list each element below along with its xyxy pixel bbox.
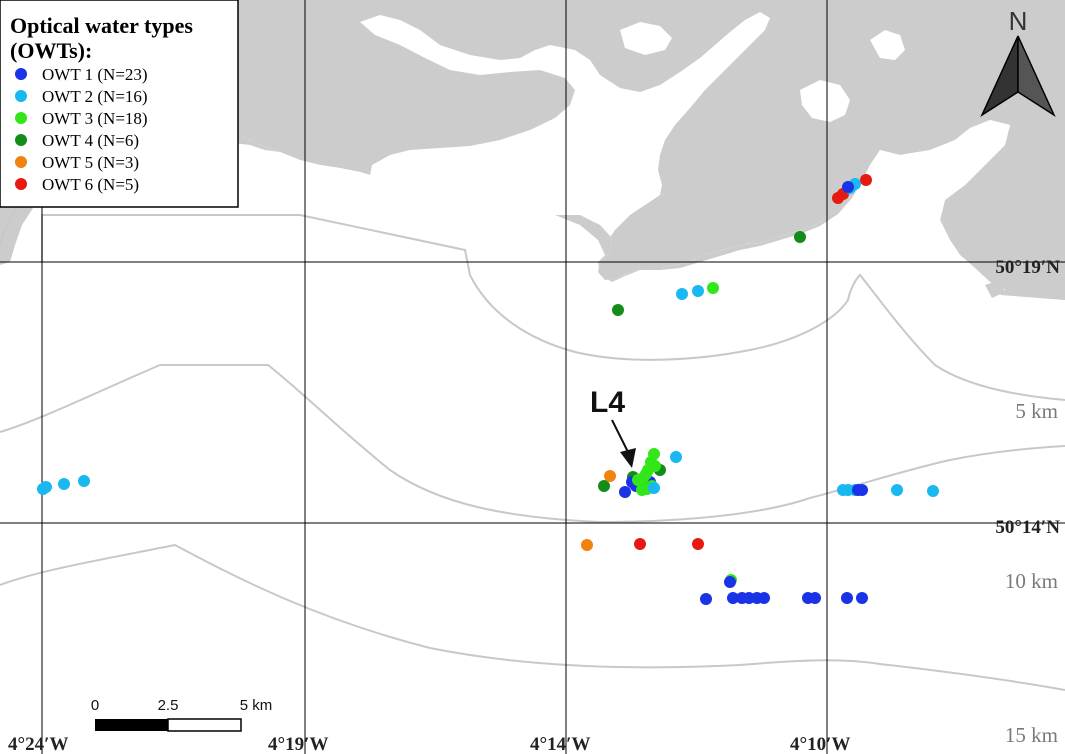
legend-label-3: OWT 3 (N=18): [42, 109, 148, 128]
sample-point-owt4: [794, 231, 806, 243]
sample-point-owt1: [856, 592, 868, 604]
sample-point-owt6: [634, 538, 646, 550]
scale-tick-2: 5 km: [240, 697, 273, 714]
sample-point-owt4: [598, 480, 610, 492]
distance-rings: [0, 189, 1065, 691]
ring-5km: [0, 364, 1065, 524]
legend-label-6: OWT 6 (N=5): [42, 175, 139, 194]
scale-bar: 0 2.5 5 km: [91, 697, 273, 732]
lat-label-1: 50°19′N: [995, 257, 1060, 278]
station-label: L4: [590, 386, 625, 419]
sample-point-owt3: [632, 474, 644, 486]
sample-point-owt2: [692, 285, 704, 297]
sample-point-owt2: [78, 475, 90, 487]
legend-swatch-2: [15, 90, 27, 102]
scale-bar-black: [95, 719, 168, 731]
legend-label-2: OWT 2 (N=16): [42, 87, 148, 106]
sample-point-owt2: [891, 484, 903, 496]
sample-point-owt1: [842, 181, 854, 193]
sample-point-owt3: [707, 282, 719, 294]
sample-point-owt1: [727, 592, 739, 604]
sample-points: [37, 174, 939, 605]
sample-point-owt1: [619, 486, 631, 498]
lon-label-4: 4°10′W: [790, 734, 850, 754]
lon-label-3: 4°14′W: [530, 734, 590, 754]
legend-label-4: OWT 4 (N=6): [42, 131, 139, 150]
sample-point-owt1: [724, 576, 736, 588]
legend: Optical water types (OWTs): OWT 1 (N=23)…: [0, 0, 239, 208]
lat-label-2: 50°14′N: [995, 517, 1060, 538]
station-arrow-head: [620, 448, 636, 468]
sample-point-owt2: [927, 485, 939, 497]
ring-10km: [0, 543, 1065, 691]
sample-point-owt6: [692, 538, 704, 550]
legend-swatch-6: [15, 178, 27, 190]
sample-point-owt2: [58, 478, 70, 490]
legend-swatch-5: [15, 156, 27, 168]
legend-swatch-1: [15, 68, 27, 80]
ring-label-5km: 5 km: [1015, 399, 1058, 423]
sample-point-owt6: [860, 174, 872, 186]
north-arrow-right: [1017, 35, 1056, 117]
estuary: [0, 12, 1065, 754]
sample-point-owt2: [648, 482, 660, 494]
ring-label-15km: 15 km: [1005, 723, 1058, 747]
legend-label-1: OWT 1 (N=23): [42, 65, 148, 84]
sample-point-owt2: [670, 451, 682, 463]
sample-point-owt3: [649, 460, 661, 472]
sample-point-owt5: [604, 470, 616, 482]
legend-swatch-3: [15, 112, 27, 124]
scale-tick-1: 2.5: [158, 697, 179, 714]
sample-point-owt1: [841, 592, 853, 604]
sample-point-owt1: [856, 484, 868, 496]
scale-tick-0: 0: [91, 697, 99, 714]
sample-point-owt3: [648, 448, 660, 460]
legend-title-1: Optical water types: [10, 13, 193, 38]
station-arrow-line: [611, 419, 629, 453]
lon-label-2: 4°19′W: [268, 734, 328, 754]
legend-label-5: OWT 5 (N=3): [42, 153, 139, 172]
sample-point-owt1: [758, 592, 770, 604]
ring-inner: [41, 214, 1065, 401]
sample-point-owt4: [612, 304, 624, 316]
sample-point-owt2: [40, 481, 52, 493]
sample-point-owt1: [700, 593, 712, 605]
ring-label-10km: 10 km: [1005, 569, 1058, 593]
sample-point-owt3: [636, 484, 648, 496]
graticule-labels: 4°24′W 4°19′W 4°14′W 4°10′W 50°19′N 50°1…: [8, 257, 1060, 754]
station-l4: L4: [590, 386, 636, 468]
scale-bar-white: [167, 718, 242, 732]
legend-title-2: (OWTs):: [10, 38, 92, 63]
ring-labels: 5 km 10 km 15 km: [1005, 399, 1058, 747]
lon-label-1: 4°24′W: [8, 734, 68, 754]
sample-point-owt5: [581, 539, 593, 551]
sample-point-owt1: [809, 592, 821, 604]
legend-swatch-4: [15, 134, 27, 146]
sample-point-owt2: [676, 288, 688, 300]
north-label: N: [1009, 6, 1028, 36]
legend-box: [0, 0, 239, 208]
north-arrow: N: [980, 6, 1056, 117]
